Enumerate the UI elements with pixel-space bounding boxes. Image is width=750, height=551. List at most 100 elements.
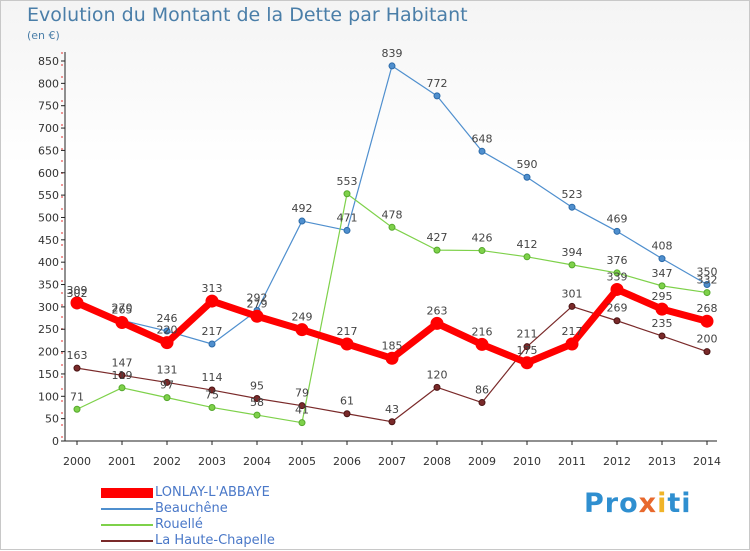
- data-point: [703, 348, 711, 356]
- data-point: [613, 227, 621, 235]
- data-point: [568, 203, 576, 211]
- data-label: 41: [295, 404, 309, 417]
- data-point: [73, 364, 81, 372]
- data-label: 120: [427, 368, 448, 381]
- data-point: [433, 92, 441, 100]
- legend-swatch: [101, 508, 153, 510]
- x-tick-label: 2004: [243, 455, 271, 468]
- data-label: 216: [472, 325, 493, 338]
- data-label: 217: [202, 325, 223, 338]
- data-point: [478, 399, 486, 407]
- data-point: [433, 246, 441, 254]
- data-point: [298, 419, 306, 427]
- data-point: [343, 410, 351, 418]
- data-label: 269: [607, 302, 628, 315]
- data-point: [343, 226, 351, 234]
- legend-label: LONLAY-L'ABBAYE: [155, 485, 270, 500]
- data-label: 270: [112, 301, 133, 314]
- data-point: [658, 255, 666, 263]
- data-label: 43: [385, 403, 399, 416]
- y-tick-label: 500: [38, 211, 59, 224]
- data-point: [70, 296, 84, 310]
- x-tick-label: 2008: [423, 455, 451, 468]
- data-point: [163, 327, 171, 335]
- data-point: [568, 261, 576, 269]
- data-point: [613, 269, 621, 277]
- data-point: [700, 314, 714, 328]
- data-point: [430, 316, 444, 330]
- data-label: 478: [382, 208, 403, 221]
- x-tick-label: 2009: [468, 455, 496, 468]
- data-point: [343, 190, 351, 198]
- data-point: [250, 309, 264, 323]
- data-label: 119: [112, 369, 133, 382]
- data-label: 839: [382, 47, 403, 60]
- data-label: 75: [205, 388, 219, 401]
- data-point: [658, 332, 666, 340]
- data-label: 114: [202, 371, 223, 384]
- legend-swatch: [101, 488, 153, 498]
- legend-swatch: [101, 524, 153, 526]
- data-label: 376: [607, 254, 628, 267]
- data-label: 246: [157, 312, 178, 325]
- x-tick-label: 2005: [288, 455, 316, 468]
- data-label: 249: [292, 311, 313, 324]
- data-point: [208, 386, 216, 394]
- data-label: 200: [697, 333, 718, 346]
- data-label: 471: [337, 211, 358, 224]
- data-label: 265: [112, 304, 133, 317]
- data-label: 71: [70, 390, 84, 403]
- data-label: 339: [607, 270, 628, 283]
- data-label: 86: [475, 384, 489, 397]
- data-label: 235: [652, 317, 673, 330]
- data-point: [205, 294, 219, 308]
- y-tick-label: 650: [38, 144, 59, 157]
- y-tick-label: 450: [38, 234, 59, 247]
- data-point: [658, 282, 666, 290]
- y-tick-label: 750: [38, 100, 59, 113]
- data-point: [523, 173, 531, 181]
- data-label: 175: [517, 344, 538, 357]
- legend-label: Beauchêne: [155, 501, 228, 516]
- y-tick-label: 800: [38, 77, 59, 90]
- data-label: 772: [427, 77, 448, 90]
- x-tick-label: 2006: [333, 455, 361, 468]
- x-tick-label: 2011: [558, 455, 586, 468]
- legend-label: La Haute-Chapelle: [155, 533, 275, 548]
- data-point: [523, 253, 531, 261]
- data-label: 211: [517, 328, 538, 341]
- data-label: 185: [382, 339, 403, 352]
- data-point: [298, 402, 306, 410]
- data-point: [73, 405, 81, 413]
- data-label: 394: [562, 246, 583, 259]
- chart-unit-label: (en €): [27, 29, 60, 42]
- data-label: 292: [247, 291, 268, 304]
- data-point: [253, 411, 261, 419]
- data-point: [160, 336, 174, 350]
- y-tick-label: 700: [38, 122, 59, 135]
- data-point: [208, 340, 216, 348]
- data-label: 97: [160, 379, 174, 392]
- data-label: 95: [250, 380, 264, 393]
- data-label: 347: [652, 267, 673, 280]
- data-point: [163, 394, 171, 402]
- data-point: [655, 302, 669, 316]
- data-label: 309: [67, 284, 88, 297]
- data-point: [475, 337, 489, 351]
- data-label: 408: [652, 240, 673, 253]
- data-label: 147: [112, 356, 133, 369]
- data-point: [610, 282, 624, 296]
- x-tick-label: 2001: [108, 455, 136, 468]
- data-label: 58: [250, 396, 264, 409]
- data-label: 79: [295, 387, 309, 400]
- chart-title: Evolution du Montant de la Dette par Hab…: [27, 4, 468, 26]
- data-label: 279: [247, 297, 268, 310]
- data-point: [388, 223, 396, 231]
- data-label: 263: [427, 304, 448, 317]
- data-point: [340, 337, 354, 351]
- data-label: 553: [337, 175, 358, 188]
- data-label: 131: [157, 363, 178, 376]
- data-point: [298, 217, 306, 225]
